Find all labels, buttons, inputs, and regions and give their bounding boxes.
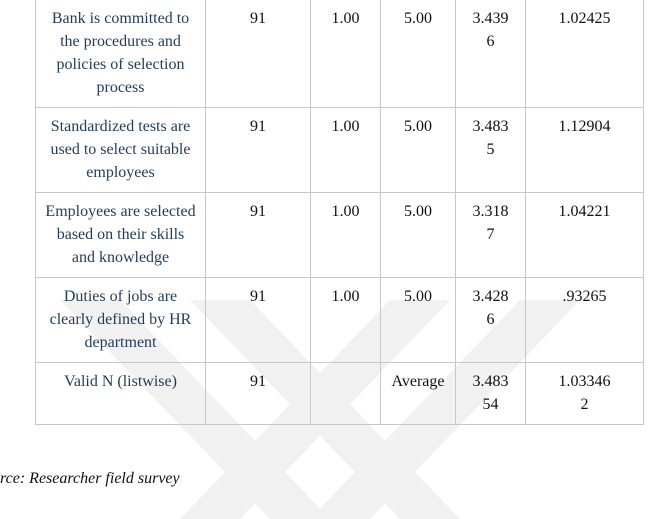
table-cell: 1.00 [310,107,381,193]
table-cell: 1.033462 [525,362,644,425]
table-cell: 3.4835 [455,107,526,193]
table-cell: 3.4286 [455,277,526,363]
table-cell: 91 [205,362,311,425]
table-row: Valid N (listwise) 91 Average 3.48354 1.0334… [35,362,644,425]
row-label: Standardized tests are used to select su… [35,107,206,193]
table-cell: 1.04221 [525,192,644,278]
table-cell: 91 [205,0,311,108]
table-cell: 5.00 [380,192,456,278]
table-cell: 3.4396 [455,0,526,108]
table-cell: 1.00 [310,277,381,363]
table-row: Standardized tests are used to select su… [35,107,644,193]
table-cell: 5.00 [380,107,456,193]
table-cell: 1.12904 [525,107,644,193]
table-row: Bank is committed to the procedures and … [35,0,644,108]
table-cell: 1.00 [310,0,381,108]
table-cell: 5.00 [380,277,456,363]
table-row: Duties of jobs are clearly defined by HR… [35,277,644,363]
table-cell: 3.3187 [455,192,526,278]
table-cell: 91 [205,277,311,363]
table-cell [310,362,381,425]
row-label: Valid N (listwise) [35,362,206,425]
table-cell: Average [380,362,456,425]
table-cell: 91 [205,107,311,193]
table-cell: 1.00 [310,192,381,278]
table-cell: 1.02425 [525,0,644,108]
table-row: Employees are selected based on their sk… [35,192,644,278]
row-label: Bank is committed to the procedures and … [35,0,206,108]
row-label: Employees are selected based on their sk… [35,192,206,278]
table-cell: 3.48354 [455,362,526,425]
stats-table: Bank is committed to the procedures and … [35,0,644,425]
source-note: rce: Researcher field survey [0,470,180,487]
row-label: Duties of jobs are clearly defined by HR… [35,277,206,363]
table-cell: 91 [205,192,311,278]
table-cell: .93265 [525,277,644,363]
table-cell: 5.00 [380,0,456,108]
